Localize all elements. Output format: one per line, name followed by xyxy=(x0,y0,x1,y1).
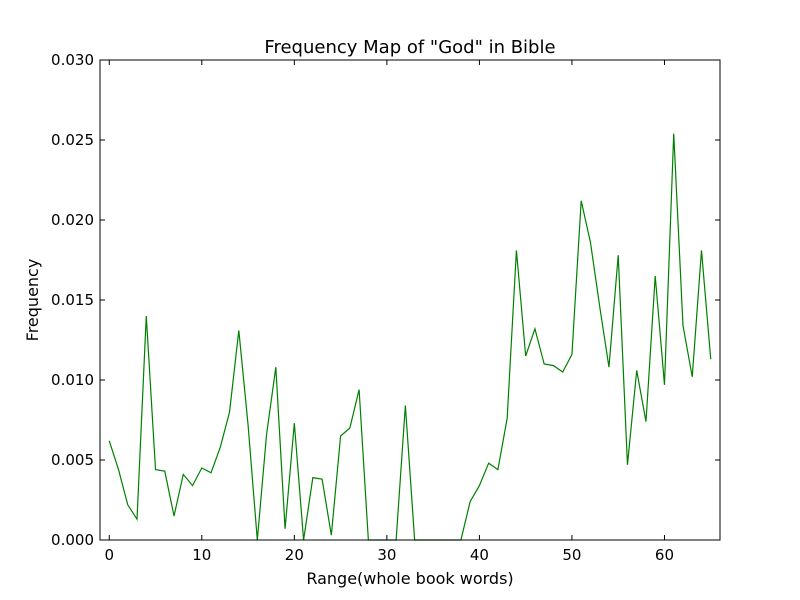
y-axis-label: Frequency xyxy=(23,259,42,342)
x-tick-label: 10 xyxy=(192,546,211,564)
y-tick-label: 0.015 xyxy=(51,291,94,309)
x-tick-label: 50 xyxy=(562,546,581,564)
y-tick-label: 0.000 xyxy=(51,531,94,549)
chart-title: Frequency Map of "God" in Bible xyxy=(264,37,555,58)
y-tick-label: 0.020 xyxy=(51,211,94,229)
y-tick-label: 0.025 xyxy=(51,131,94,149)
x-tick-label: 0 xyxy=(104,546,114,564)
x-tick-label: 40 xyxy=(470,546,489,564)
series-line xyxy=(108,133,712,541)
plot-frame xyxy=(99,59,721,541)
x-axis-label: Range(whole book words) xyxy=(306,569,513,588)
x-tick-label: 20 xyxy=(285,546,304,564)
x-axis: 0 10 20 30 40 50 60 xyxy=(104,60,674,564)
y-tick-label: 0.010 xyxy=(51,371,94,389)
y-tick-label: 0.030 xyxy=(51,51,94,69)
x-tick-label: 30 xyxy=(377,546,396,564)
x-tick-label: 60 xyxy=(655,546,674,564)
y-tick-label: 0.005 xyxy=(51,451,94,469)
